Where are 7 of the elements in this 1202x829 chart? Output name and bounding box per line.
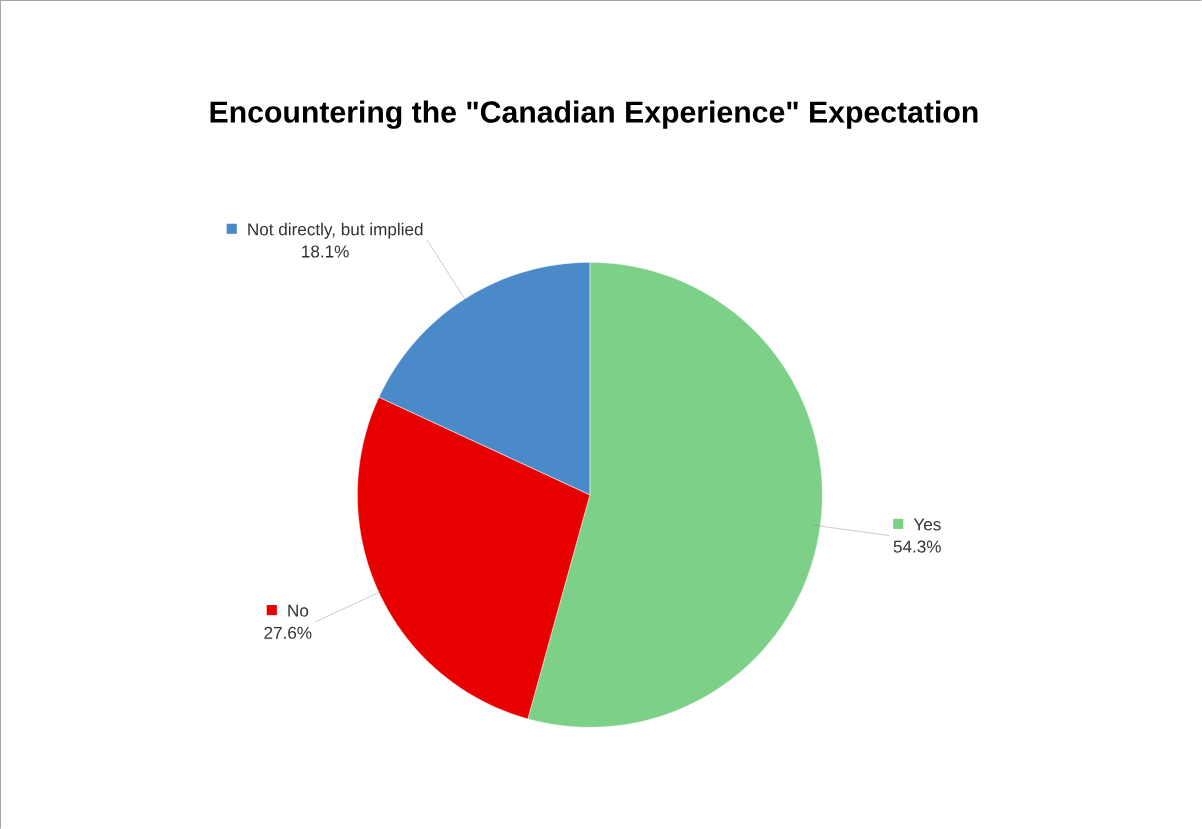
data-label: 54.3% [893,540,941,553]
data-label: 27.6% [264,626,312,639]
chart-title: Encountering the "Canadian Experience" Expectation [210,100,978,129]
legend-label: No [288,604,309,617]
legend-label: Yes [913,518,941,531]
legend-label: Not directly, but implied [248,222,423,239]
data-label: 18.1% [302,245,349,258]
